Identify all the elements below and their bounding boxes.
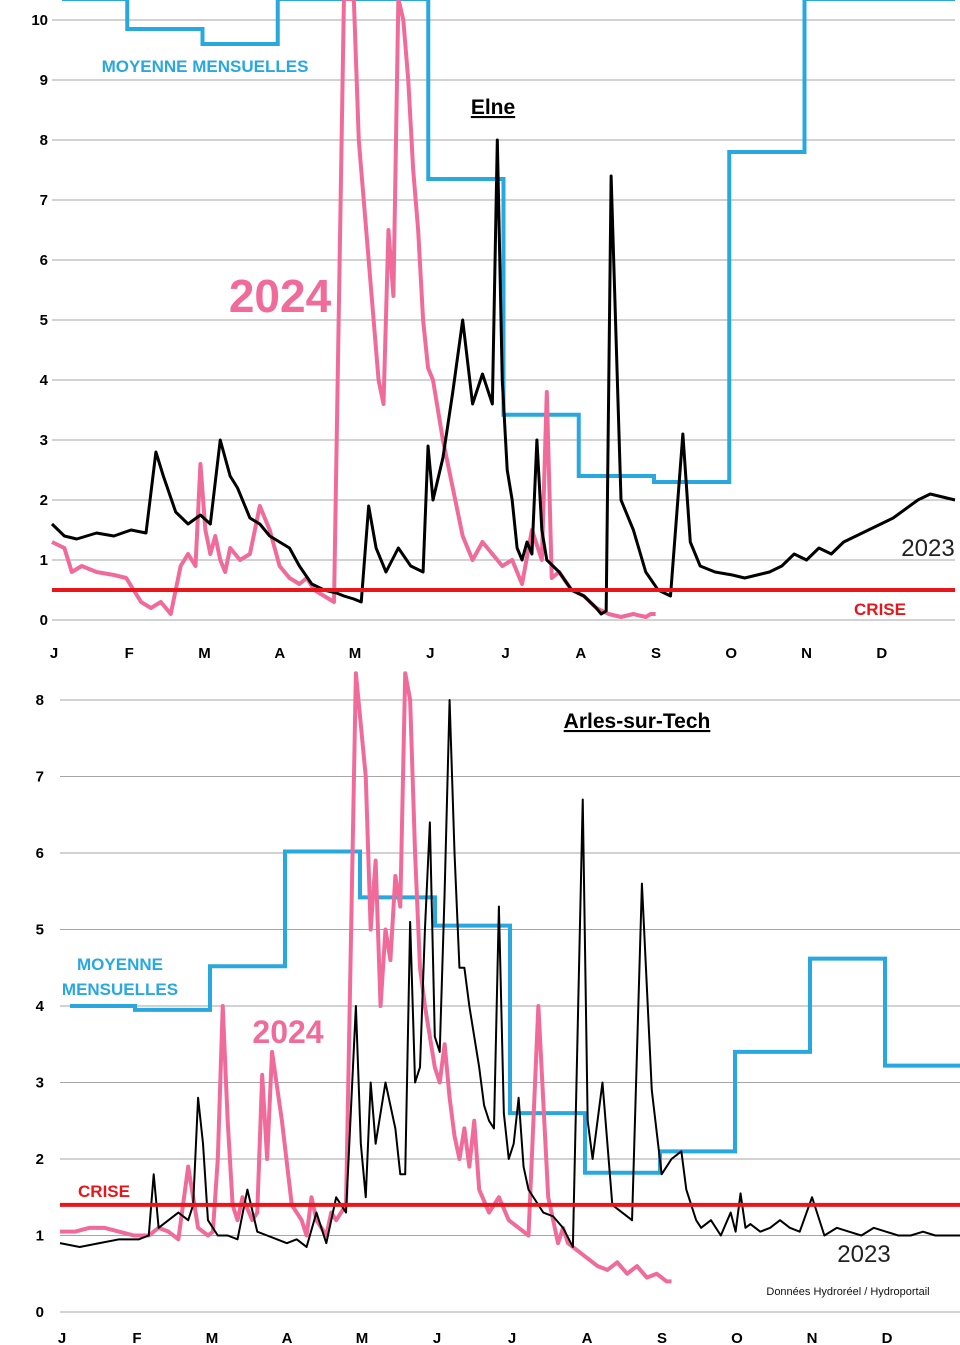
y-tick-label: 10 bbox=[31, 12, 48, 29]
chart-title-arles: Arles-sur-Tech bbox=[564, 710, 711, 733]
x-tick-label: J bbox=[58, 1330, 66, 1345]
year-2024-label-elne: 2024 bbox=[229, 270, 332, 322]
x-tick-label: M bbox=[206, 1330, 219, 1345]
arles-chart: 0 1 2 3 4 5 6 7 8 J F M A M J J A S O N D Arles-sur-Tech MO… bbox=[36, 671, 960, 1345]
y-tick-label: 2 bbox=[40, 492, 48, 509]
y-tick-label: 2 bbox=[36, 1151, 44, 1168]
x-tick-label: A bbox=[282, 1330, 293, 1345]
y-tick-label: 5 bbox=[36, 922, 44, 939]
y-tick-label: 8 bbox=[40, 132, 48, 149]
year-2023-label-elne: 2023 bbox=[901, 535, 954, 562]
x-tick-label: J bbox=[501, 645, 509, 662]
x-tick-label: A bbox=[582, 1330, 593, 1345]
mean-label-elne: MOYENNE MENSUELLES bbox=[102, 57, 309, 76]
chart-title-elne: Elne bbox=[471, 96, 515, 119]
crise-label-elne: CRISE bbox=[854, 600, 906, 619]
y-tick-label: 4 bbox=[36, 998, 45, 1015]
series-line-2023 bbox=[59, 699, 960, 1248]
year-2023-label-arles: 2023 bbox=[837, 1241, 890, 1268]
crise-label-arles: CRISE bbox=[78, 1182, 130, 1201]
year-2024-label-arles: 2024 bbox=[252, 1014, 323, 1050]
mean-label-arles-line1: MOYENNE bbox=[77, 955, 163, 974]
series-line-2024 bbox=[51, 0, 656, 619]
y-tick-label: 0 bbox=[40, 612, 48, 629]
y-tick-label: 3 bbox=[36, 1075, 44, 1092]
x-tick-label: A bbox=[274, 645, 285, 662]
mean-label-arles-line2: MENSUELLES bbox=[62, 980, 178, 999]
series-line-2024 bbox=[60, 671, 672, 1284]
x-tick-label: J bbox=[508, 1330, 516, 1345]
x-tick-label: M bbox=[198, 645, 211, 662]
x-tick-label: M bbox=[356, 1330, 369, 1345]
y-tick-label: 3 bbox=[40, 432, 48, 449]
x-tick-label: D bbox=[882, 1330, 893, 1345]
x-tick-label: J bbox=[433, 1330, 441, 1345]
x-tick-label: F bbox=[125, 645, 134, 662]
x-tick-label: M bbox=[349, 645, 362, 662]
x-tick-label: J bbox=[50, 645, 58, 662]
x-tick-label: O bbox=[725, 645, 737, 662]
x-tick-label: F bbox=[132, 1330, 141, 1345]
y-tick-label: 0 bbox=[36, 1304, 44, 1321]
y-tick-label: 1 bbox=[40, 552, 48, 569]
source-note: Données Hydroréel / Hydroportail bbox=[766, 1286, 929, 1298]
y-tick-label: 4 bbox=[40, 372, 49, 389]
x-tick-label: S bbox=[657, 1330, 667, 1345]
x-tick-label: A bbox=[575, 645, 586, 662]
y-tick-label: 7 bbox=[36, 769, 44, 786]
y-tick-label: 6 bbox=[36, 845, 44, 862]
x-tick-label: N bbox=[807, 1330, 818, 1345]
y-tick-label: 5 bbox=[40, 312, 48, 329]
x-tick-label: J bbox=[426, 645, 434, 662]
series-line-moyenne-mensuelles bbox=[70, 849, 960, 1175]
series-line-moyenne-mensuelles bbox=[62, 0, 955, 484]
y-tick-label: 7 bbox=[40, 192, 48, 209]
x-tick-label: N bbox=[801, 645, 812, 662]
elne-chart: 0 1 2 3 4 5 6 7 8 9 10 J F M A M J J A S O N D Elne MOYENNE M… bbox=[31, 0, 956, 662]
x-tick-label: O bbox=[731, 1330, 743, 1345]
y-tick-label: 1 bbox=[36, 1228, 44, 1245]
series-line-2023 bbox=[50, 138, 956, 616]
x-tick-label: S bbox=[651, 645, 661, 662]
y-tick-label: 9 bbox=[40, 72, 48, 89]
y-tick-label: 8 bbox=[36, 692, 44, 709]
y-tick-label: 6 bbox=[40, 252, 48, 269]
x-tick-label: D bbox=[876, 645, 887, 662]
